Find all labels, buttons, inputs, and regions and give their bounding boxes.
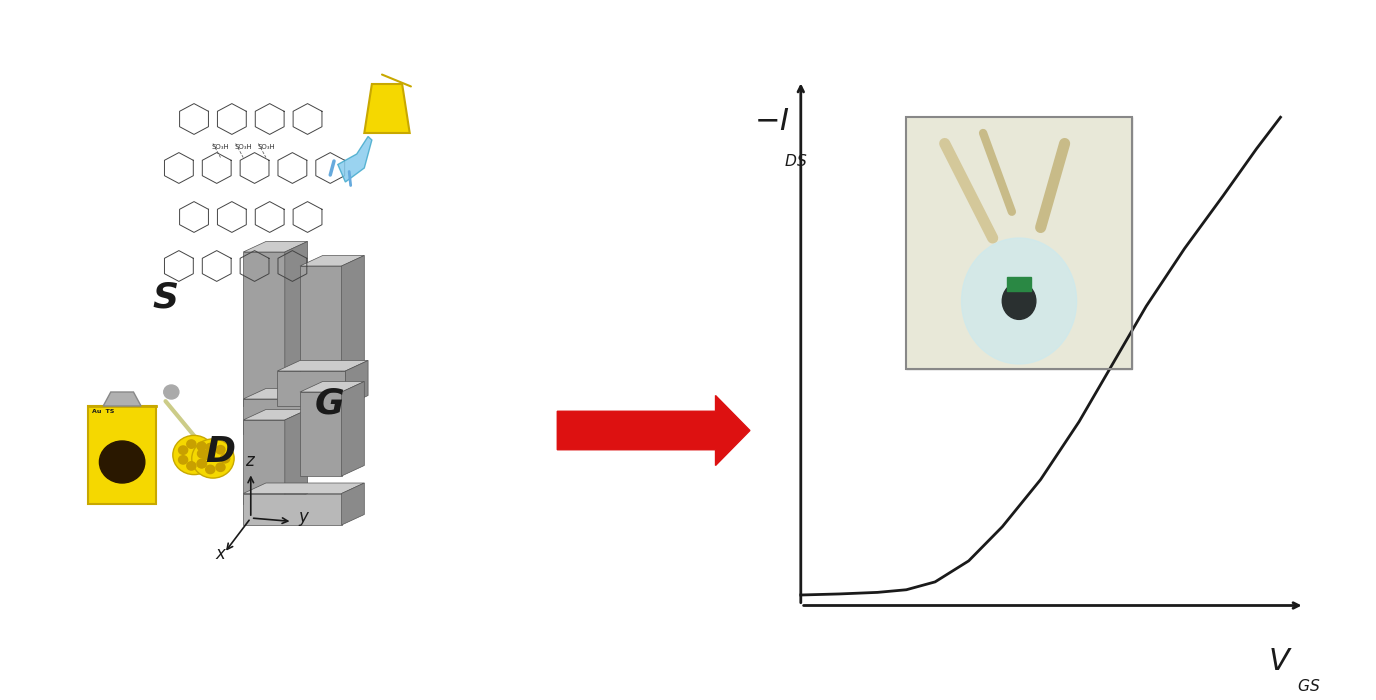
Text: S: S xyxy=(153,281,179,315)
Circle shape xyxy=(198,449,206,458)
Polygon shape xyxy=(244,494,341,525)
FancyArrow shape xyxy=(557,395,750,466)
Polygon shape xyxy=(88,406,157,504)
Polygon shape xyxy=(341,256,365,378)
Circle shape xyxy=(187,462,195,470)
Circle shape xyxy=(1002,283,1036,319)
Polygon shape xyxy=(365,84,410,133)
Circle shape xyxy=(205,443,215,452)
Circle shape xyxy=(220,454,230,463)
Polygon shape xyxy=(300,382,365,392)
Text: SO₃H: SO₃H xyxy=(234,144,252,150)
Polygon shape xyxy=(338,136,372,182)
Polygon shape xyxy=(300,392,341,476)
Circle shape xyxy=(187,440,195,448)
Polygon shape xyxy=(278,371,345,406)
Polygon shape xyxy=(278,360,369,371)
Polygon shape xyxy=(244,483,365,493)
Text: z: z xyxy=(245,452,253,470)
Polygon shape xyxy=(244,389,341,399)
Text: $_{GS}$: $_{GS}$ xyxy=(1298,673,1321,694)
Text: y: y xyxy=(299,508,308,526)
Circle shape xyxy=(191,439,234,478)
Bar xyxy=(907,117,1132,370)
Polygon shape xyxy=(319,389,341,434)
Circle shape xyxy=(173,435,215,475)
Polygon shape xyxy=(285,410,308,504)
Text: G: G xyxy=(315,386,345,420)
Text: $V$: $V$ xyxy=(1269,648,1293,676)
Circle shape xyxy=(179,456,187,464)
Bar xyxy=(907,117,1132,370)
Polygon shape xyxy=(244,410,308,420)
Polygon shape xyxy=(244,420,285,504)
Circle shape xyxy=(179,446,187,454)
Circle shape xyxy=(197,460,206,468)
Circle shape xyxy=(164,385,179,399)
Circle shape xyxy=(216,463,226,472)
Polygon shape xyxy=(300,266,341,378)
Circle shape xyxy=(205,466,215,474)
Text: $-I$: $-I$ xyxy=(754,106,790,136)
Text: Au  TS: Au TS xyxy=(92,409,114,414)
Bar xyxy=(1007,277,1031,290)
Circle shape xyxy=(216,445,226,454)
Circle shape xyxy=(197,442,206,450)
Circle shape xyxy=(99,441,144,483)
Circle shape xyxy=(198,459,206,468)
Polygon shape xyxy=(341,382,365,476)
Circle shape xyxy=(202,451,211,459)
Text: D: D xyxy=(205,435,235,469)
Polygon shape xyxy=(300,256,365,266)
Polygon shape xyxy=(103,392,142,406)
Circle shape xyxy=(220,454,230,463)
Circle shape xyxy=(962,238,1076,364)
Bar xyxy=(907,117,1132,370)
Polygon shape xyxy=(341,483,365,525)
Text: SO₃H: SO₃H xyxy=(212,144,230,150)
Text: SO₃H: SO₃H xyxy=(257,144,275,150)
Text: x: x xyxy=(215,545,226,563)
Text: $_{DS}$: $_{DS}$ xyxy=(784,149,808,169)
Polygon shape xyxy=(244,241,308,252)
Polygon shape xyxy=(285,241,308,406)
Polygon shape xyxy=(244,399,319,434)
Polygon shape xyxy=(345,360,369,406)
Polygon shape xyxy=(244,252,285,406)
Circle shape xyxy=(202,451,211,459)
